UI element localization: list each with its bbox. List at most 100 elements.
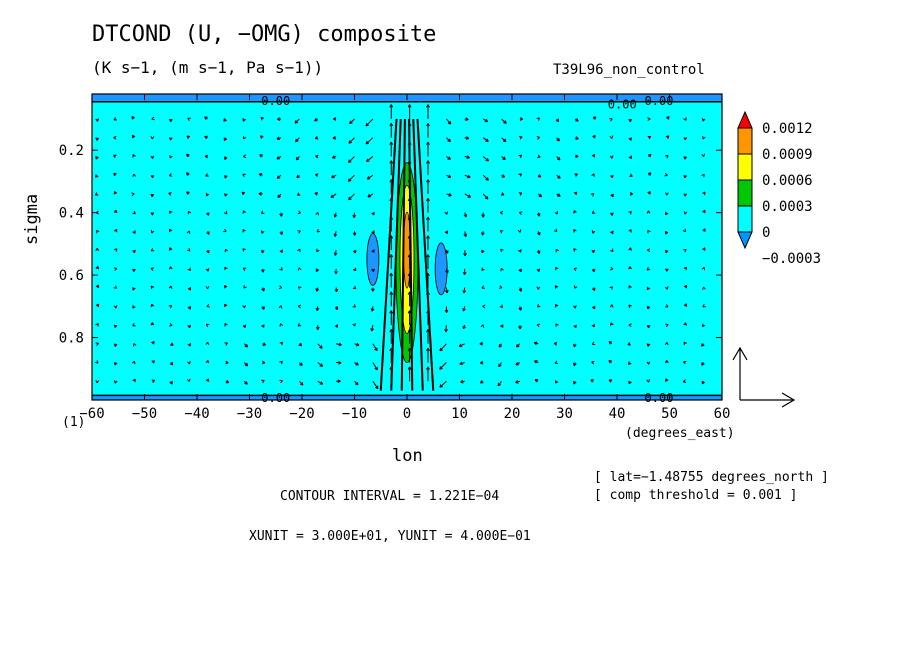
wind-vector	[366, 174, 374, 180]
wind-vector-head	[279, 323, 284, 327]
wind-vector-head	[297, 304, 302, 309]
wind-vector-head	[448, 193, 452, 197]
wind-vector-head	[629, 192, 633, 196]
updraft-vector	[412, 118, 424, 391]
wind-vector-head	[242, 304, 247, 309]
y-tick-label: 0.8	[59, 331, 84, 347]
wind-vector-head	[683, 266, 688, 271]
wind-vector-head	[459, 361, 463, 366]
wind-vector-head	[278, 285, 283, 290]
wind-vector-head	[315, 154, 319, 159]
wind-vector	[349, 118, 355, 124]
wind-vector-head	[150, 155, 155, 159]
wind-vector-head	[352, 267, 357, 272]
wind-vector-head	[501, 174, 506, 178]
wind-vector-head	[374, 347, 378, 352]
wind-vector-head	[426, 235, 430, 239]
wind-vector-head	[279, 379, 283, 384]
wind-vector-head	[485, 158, 489, 162]
wind-vector-head	[168, 210, 173, 215]
wind-vector-head	[186, 247, 191, 252]
wind-vector-head	[319, 381, 324, 385]
wind-vector-head	[447, 120, 452, 125]
wind-vector-head	[276, 136, 280, 141]
wind-vector	[372, 343, 378, 351]
wind-vector-head	[573, 324, 577, 329]
wind-vector-head	[279, 231, 284, 235]
wind-vector-head	[244, 343, 249, 348]
wind-vector-head	[665, 135, 670, 139]
wind-vector-head	[426, 141, 430, 145]
wind-vector-head	[537, 232, 541, 236]
chart-title: DTCOND (U, −OMG) composite	[92, 22, 437, 47]
wind-vector-head	[426, 123, 430, 127]
x-axis-units: (degrees_east)	[625, 426, 735, 441]
wind-vector-head	[500, 192, 505, 196]
wind-vector-head	[499, 230, 504, 234]
wind-vector-head	[150, 322, 155, 326]
wind-vector-head	[205, 323, 210, 328]
wind-vector-head	[347, 178, 352, 182]
wind-vector-head	[334, 288, 339, 293]
wind-vector-head	[113, 135, 117, 140]
wind-vector-head	[498, 344, 503, 348]
wind-vector	[365, 137, 374, 145]
wind-vector-head	[574, 173, 578, 177]
wind-vector-head	[463, 214, 468, 218]
wind-vector-head	[479, 341, 483, 346]
wind-vector-head	[702, 228, 706, 232]
wind-vector-head	[389, 310, 394, 314]
wind-vector-head	[591, 323, 595, 328]
wind-vector-head	[555, 248, 559, 253]
wind-vector-head	[701, 323, 706, 328]
wind-vector-head	[95, 380, 100, 384]
wind-vector-head	[628, 285, 632, 289]
wind-vector-head	[591, 287, 596, 292]
wind-vector-head	[113, 343, 118, 347]
wind-vector-head	[591, 249, 596, 254]
wind-vector-head	[592, 134, 596, 139]
x-tick-label: 20	[504, 406, 521, 422]
wind-vector-head	[131, 360, 136, 365]
wind-vector-head	[628, 229, 632, 233]
wind-vector-head	[447, 174, 452, 178]
wind-vector-head	[498, 285, 503, 289]
wind-vector-head	[499, 210, 504, 215]
wind-vector-head	[591, 230, 596, 234]
wind-vector-head	[555, 118, 560, 123]
wind-vector-head	[462, 325, 467, 330]
wind-vector-head	[389, 272, 394, 277]
wind-vector-head	[113, 228, 118, 233]
wind-vector-head	[205, 268, 210, 272]
wind-vector-head	[575, 136, 579, 140]
wind-vector-head	[439, 347, 443, 352]
wind-vector-head	[224, 303, 228, 308]
wind-vector-head	[515, 362, 519, 366]
wind-vector-head	[95, 229, 100, 234]
wind-vector-head	[573, 305, 577, 309]
wind-vector-head	[519, 211, 523, 215]
wind-vector-head	[331, 155, 336, 159]
wind-vector-head	[224, 322, 228, 327]
wind-vector-head	[279, 360, 283, 365]
wind-vector-head	[683, 322, 688, 326]
wind-vector-head	[466, 155, 470, 159]
wind-vector-head	[262, 360, 266, 365]
wind-vector-head	[480, 324, 485, 328]
wind-vector-head	[113, 209, 118, 214]
wind-vector-head	[484, 195, 489, 200]
wind-vector-head	[370, 328, 374, 332]
wind-vector-head	[502, 138, 507, 143]
wind-vector-head	[315, 326, 320, 330]
wind-vector-head	[131, 134, 136, 139]
wind-vector-head	[701, 343, 705, 347]
vector-field	[94, 104, 706, 391]
wind-vector-head	[536, 286, 541, 290]
wind-vector-head	[467, 194, 472, 198]
wind-vector-head	[591, 173, 595, 177]
wind-vector-head	[277, 194, 281, 199]
wind-vector-head	[702, 191, 706, 196]
wind-vector-head	[169, 361, 174, 366]
negative-blob	[434, 242, 448, 296]
wind-vector-head	[261, 324, 265, 328]
